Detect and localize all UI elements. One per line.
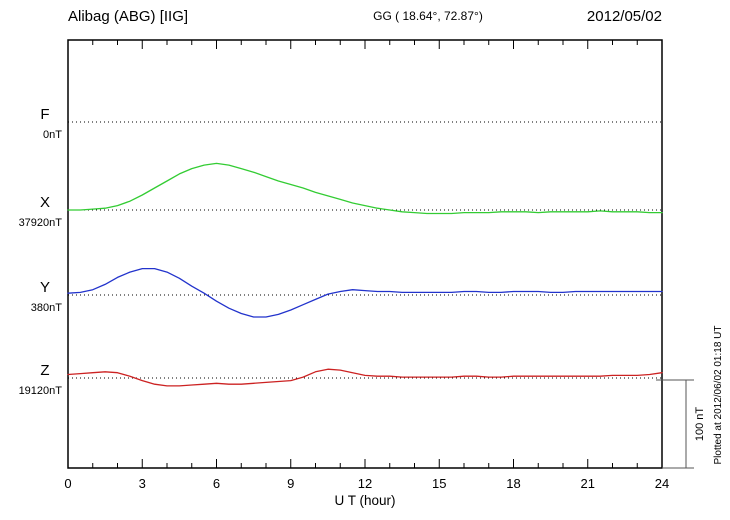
trace-Y (67, 267, 663, 318)
x-tick-label: 24 (655, 476, 669, 491)
component-traces (67, 162, 663, 387)
x-tick-labels: 0 3 6 9 12 15 18 21 24 (64, 476, 669, 491)
x-tick-label: 3 (139, 476, 146, 491)
component-baseline-value-Z: 19120nT (19, 385, 63, 397)
scale-bar-label: 100 nT (694, 407, 706, 442)
x-tick-label: 15 (432, 476, 446, 491)
x-tick-label: 0 (64, 476, 71, 491)
trace-Z (67, 368, 663, 387)
component-letter-X: X (40, 194, 50, 211)
x-tick-label: 9 (287, 476, 294, 491)
x-tick-label: 21 (581, 476, 595, 491)
component-baseline-value-X: 37920nT (19, 217, 63, 229)
component-labels: F 0nT X 37920nT Y 380nT Z 19120nT (19, 106, 63, 397)
component-letter-Y: Y (40, 279, 50, 296)
baseline-dotted-lines (68, 121, 662, 379)
plotted-at-note: Plotted at 2012/06/02 01:18 UT (713, 326, 724, 465)
x-tick-label: 6 (213, 476, 220, 491)
component-letter-F: F (40, 106, 49, 123)
trace-X (67, 162, 663, 215)
axis-ticks (67, 40, 663, 468)
x-tick-label: 18 (506, 476, 520, 491)
geographic-coords: GG ( 18.64°, 72.87°) (373, 9, 483, 23)
plot-date: 2012/05/02 (587, 8, 662, 25)
scale-bar: 100 nT (656, 379, 706, 469)
component-baseline-value-Y: 380nT (31, 302, 62, 314)
x-tick-label: 12 (358, 476, 372, 491)
component-letter-Z: Z (40, 362, 49, 379)
component-baseline-value-F: 0nT (43, 129, 62, 141)
plot-box (67, 39, 663, 469)
station-title: Alibag (ABG) [IIG] (68, 8, 188, 25)
x-axis-label: U T (hour) (334, 493, 395, 508)
